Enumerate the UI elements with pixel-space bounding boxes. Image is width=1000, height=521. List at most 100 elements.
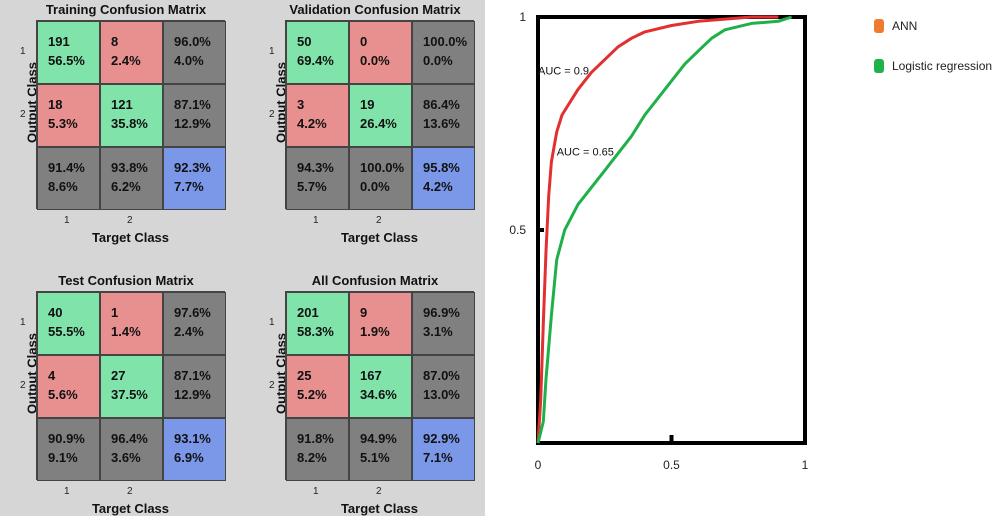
cm-cell-value: 201 bbox=[297, 305, 319, 320]
cm-cell-value: 3 bbox=[297, 97, 305, 112]
cm-ytick-1: 1 bbox=[20, 317, 26, 328]
cm-cell-error: 0 0.0% bbox=[349, 21, 412, 84]
cm-cell-summary: 90.9% 9.1% bbox=[37, 418, 100, 481]
cm-title: Validation Confusion Matrix bbox=[289, 2, 461, 17]
series-line-0 bbox=[536, 15, 779, 444]
cm-cell-value: 96.4% bbox=[111, 431, 148, 446]
cm-xlabel: Target Class bbox=[91, 501, 170, 516]
roc-chart: 0 0.5 1 0.5 1 AUC = 0.9 AUC = 0.65 ANN Logistic… bbox=[509, 10, 992, 472]
cm-cell-summary: 93.8% 6.2% bbox=[100, 147, 163, 210]
cm-cell-correct: 167 34.6% bbox=[349, 355, 412, 418]
x-tick-label: 1 bbox=[802, 458, 809, 472]
cm-cell-error: 25 5.2% bbox=[286, 355, 349, 418]
cm-cell-value: 95.8% bbox=[423, 160, 460, 175]
cm-cell-error: 4 5.6% bbox=[37, 355, 100, 418]
cm-cell-value: 50 bbox=[297, 34, 312, 49]
cm-cell-error: 18 5.3% bbox=[37, 84, 100, 147]
cm-xtick-1: 1 bbox=[313, 215, 319, 226]
cm-cell-secondary: 2.4% bbox=[111, 53, 141, 68]
training-confusion-matrix: Training Confusion Matrix Output Class 1… bbox=[6, 0, 246, 250]
cm-cell-value: 87.1% bbox=[174, 97, 211, 112]
cm-ytick-1: 1 bbox=[20, 46, 26, 57]
cm-xtick-2: 2 bbox=[376, 215, 382, 226]
cm-cell-secondary: 8.6% bbox=[48, 179, 78, 194]
cm-title: Training Confusion Matrix bbox=[45, 2, 207, 17]
cm-ytick-2: 2 bbox=[20, 380, 26, 391]
x-tick-label: 0.5 bbox=[663, 458, 680, 472]
all-confusion-matrix: All Confusion Matrix Output Class 1 2 20… bbox=[255, 271, 495, 521]
cm-cell-secondary: 7.1% bbox=[423, 450, 453, 465]
auc-annotation-0: AUC = 0.9 bbox=[538, 66, 589, 78]
cm-cell-correct: 50 69.4% bbox=[286, 21, 349, 84]
test-confusion-matrix: Test Confusion Matrix Output Class 1 2 4… bbox=[6, 271, 246, 521]
cm-cell-value: 87.0% bbox=[423, 368, 460, 383]
roc-plot-area: 0 0.5 1 0.5 1 AUC = 0.9 AUC = 0.65 bbox=[509, 10, 808, 472]
cm-cell-overall: 92.9% 7.1% bbox=[412, 418, 475, 481]
cm-cell-secondary: 1.9% bbox=[360, 324, 390, 339]
cm-cell-value: 100.0% bbox=[423, 34, 468, 49]
cm-cell-overall: 95.8% 4.2% bbox=[412, 147, 475, 210]
cm-cell-value: 40 bbox=[48, 305, 63, 320]
cm-ytick-1: 1 bbox=[269, 46, 275, 57]
cm-xlabel: Target Class bbox=[340, 501, 419, 516]
cm-cell-summary: 86.4% 13.6% bbox=[412, 84, 475, 147]
cm-cell-summary: 100.0% 0.0% bbox=[412, 21, 475, 84]
cm-cell-summary: 100.0% 0.0% bbox=[349, 147, 412, 210]
auc-annotation-1: AUC = 0.65 bbox=[557, 146, 614, 158]
cm-cell-secondary: 4.0% bbox=[174, 53, 204, 68]
cm-xtick-1: 1 bbox=[64, 486, 70, 497]
cm-cell-secondary: 13.6% bbox=[423, 116, 460, 131]
cm-cell-value: 93.1% bbox=[174, 431, 211, 446]
cm-cell-correct: 40 55.5% bbox=[37, 292, 100, 355]
cm-cell-value: 18 bbox=[48, 97, 63, 112]
legend-label-0: ANN bbox=[892, 19, 917, 33]
cm-cell-secondary: 12.9% bbox=[174, 116, 211, 131]
confusion-matrices-panel: Training Confusion Matrix Output Class 1… bbox=[0, 0, 485, 516]
cm-xtick-1: 1 bbox=[313, 486, 319, 497]
cm-grid: 191 56.5% 8 2.4% 96.0% 4.0% 18 5.3% 121 35.8% 87.1… bbox=[36, 20, 226, 210]
cm-cell-value: 87.1% bbox=[174, 368, 211, 383]
legend-swatch-0 bbox=[874, 19, 884, 33]
cm-cell-secondary: 3.1% bbox=[423, 324, 453, 339]
cm-cell-value: 94.9% bbox=[360, 431, 397, 446]
cm-cell-value: 9 bbox=[360, 305, 368, 320]
cm-cell-secondary: 35.8% bbox=[111, 116, 148, 131]
cm-cell-secondary: 5.1% bbox=[360, 450, 390, 465]
cm-cell-secondary: 5.6% bbox=[48, 387, 78, 402]
cm-cell-secondary: 37.5% bbox=[111, 387, 148, 402]
cm-cell-secondary: 6.2% bbox=[111, 179, 141, 194]
cm-cell-secondary: 69.4% bbox=[297, 53, 334, 68]
cm-cell-value: 100.0% bbox=[360, 160, 405, 175]
cm-cell-value: 92.9% bbox=[423, 431, 460, 446]
cm-cell-value: 19 bbox=[360, 97, 375, 112]
cm-cell-secondary: 4.2% bbox=[297, 116, 327, 131]
cm-cell-secondary: 2.4% bbox=[174, 324, 204, 339]
cm-cell-secondary: 0.0% bbox=[423, 53, 453, 68]
cm-xtick-2: 2 bbox=[127, 215, 133, 226]
cm-cell-value: 96.0% bbox=[174, 34, 211, 49]
y-tick-label: 0.5 bbox=[509, 223, 526, 237]
cm-cell-secondary: 55.5% bbox=[48, 324, 85, 339]
legend-label-1: Logistic regression bbox=[892, 59, 992, 73]
cm-cell-value: 94.3% bbox=[297, 160, 334, 175]
cm-cell-value: 25 bbox=[297, 368, 312, 383]
cm-cell-value: 191 bbox=[48, 34, 70, 49]
cm-ytick-2: 2 bbox=[269, 380, 275, 391]
cm-cell-value: 86.4% bbox=[423, 97, 460, 112]
cm-cell-secondary: 8.2% bbox=[297, 450, 327, 465]
cm-cell-summary: 87.0% 13.0% bbox=[412, 355, 475, 418]
cm-cell-value: 96.9% bbox=[423, 305, 460, 320]
cm-cell-summary: 97.6% 2.4% bbox=[163, 292, 226, 355]
cm-cell-overall: 92.3% 7.7% bbox=[163, 147, 226, 210]
cm-cell-value: 121 bbox=[111, 97, 133, 112]
cm-grid: 40 55.5% 1 1.4% 97.6% 2.4% 4 5.6% 27 37.5% 87.1% 12… bbox=[36, 291, 226, 481]
cm-cell-correct: 19 26.4% bbox=[349, 84, 412, 147]
cm-cell-correct: 27 37.5% bbox=[100, 355, 163, 418]
validation-confusion-matrix: Validation Confusion Matrix Output Class… bbox=[255, 0, 495, 250]
cm-cell-correct: 201 58.3% bbox=[286, 292, 349, 355]
cm-cell-summary: 91.8% 8.2% bbox=[286, 418, 349, 481]
cm-cell-secondary: 0.0% bbox=[360, 53, 390, 68]
cm-cell-correct: 121 35.8% bbox=[100, 84, 163, 147]
cm-ytick-1: 1 bbox=[269, 317, 275, 328]
cm-cell-summary: 91.4% 8.6% bbox=[37, 147, 100, 210]
